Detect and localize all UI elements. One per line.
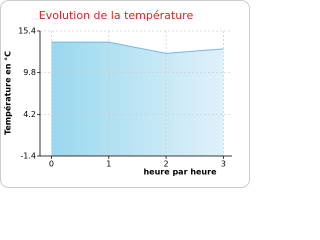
x-tick-label: 0 (49, 160, 54, 169)
chart: Evolution de la température Température … (0, 0, 250, 188)
x-tick-label: 1 (106, 160, 111, 169)
y-tick-label: 15.4 (18, 27, 36, 36)
x-axis-label: heure par heure (143, 168, 217, 177)
y-axis-label: Température en °C (3, 51, 13, 135)
chart-title: Evolution de la température (39, 9, 194, 22)
area-fill (51, 42, 224, 156)
y-tick-label: -1.4 (20, 152, 36, 161)
axes (39, 31, 232, 157)
y-tick-label: 9.8 (23, 68, 36, 77)
y-tick-label: 4.2 (23, 110, 36, 119)
x-tick-label: 2 (164, 160, 169, 169)
line (51, 41, 224, 54)
x-tick-label: 3 (221, 160, 226, 169)
